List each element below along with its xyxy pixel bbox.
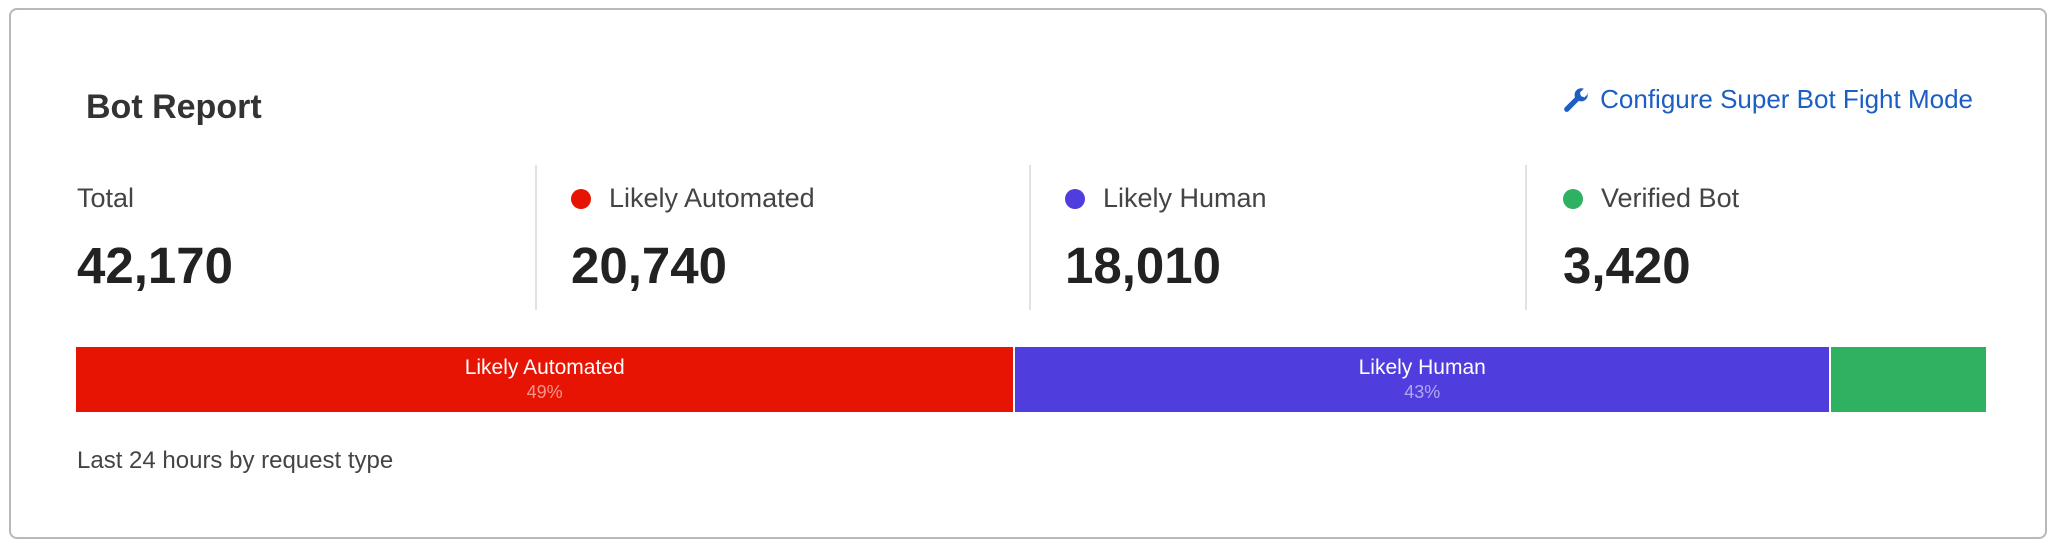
divider (535, 165, 537, 310)
divider (1029, 165, 1031, 310)
stat-value: 3,420 (1563, 237, 1691, 294)
legend-dot (571, 188, 591, 209)
bar-segment-likely-human[interactable]: Likely Human 43% (1015, 347, 1832, 412)
segment-label: Likely Automated (464, 356, 625, 379)
legend-dot (1563, 188, 1583, 209)
stat-total: Total 42,170 (77, 165, 233, 310)
stat-verified-bot: Verified Bot 3,420 (1563, 165, 1739, 310)
divider (1525, 165, 1527, 310)
stat-label: Total (77, 183, 135, 213)
stat-value: 20,740 (571, 237, 727, 294)
stat-label: Likely Human (1103, 183, 1267, 213)
bar-segment-likely-automated[interactable]: Likely Automated 49% (76, 347, 1016, 412)
wrench-icon (1564, 87, 1589, 112)
legend-dot (1065, 188, 1085, 209)
configure-super-bot-fight-mode-link[interactable]: Configure Super Bot Fight Mode (1562, 84, 1973, 115)
segment-percent: 49% (526, 382, 563, 402)
stat-value: 18,010 (1065, 237, 1221, 294)
stat-likely-human: Likely Human 18,010 (1065, 165, 1267, 310)
request-type-bar: Likely Automated 49% Likely Human 43% (76, 347, 1986, 412)
stat-value: 42,170 (77, 237, 233, 294)
stat-label: Likely Automated (609, 183, 815, 213)
bot-report-card: Bot Report Configure Super Bot Fight Mod… (9, 8, 2047, 539)
segment-percent: 43% (1404, 382, 1441, 402)
configure-link-label: Configure Super Bot Fight Mode (1600, 84, 1973, 114)
stat-likely-automated: Likely Automated 20,740 (571, 165, 815, 310)
stat-label: Verified Bot (1601, 183, 1740, 213)
bar-segment-verified-bot[interactable] (1831, 347, 1986, 412)
card-title: Bot Report (86, 88, 262, 126)
segment-label: Likely Human (1358, 356, 1486, 379)
footer-caption: Last 24 hours by request type (77, 447, 394, 474)
